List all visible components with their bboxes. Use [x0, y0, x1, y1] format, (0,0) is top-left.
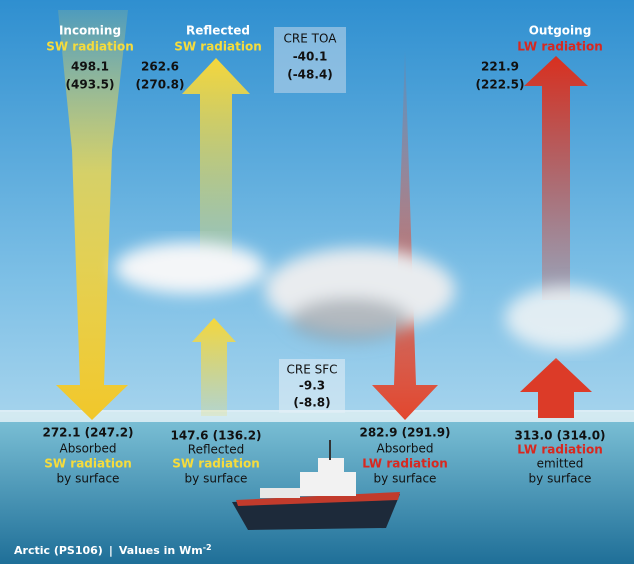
surface-value: 272.1 (247.2) [42, 426, 133, 440]
surface-line: LW radiation [517, 443, 603, 457]
cre-toa-title: CRE TOA [284, 32, 338, 46]
surface-line: by surface [185, 472, 248, 486]
footer: Arctic (PS106) | Values in Wm-2 [14, 543, 212, 558]
cre-toa-alt-value: (-48.4) [287, 68, 333, 82]
label-subtitle: SW radiation [174, 40, 262, 54]
ice-edge [0, 410, 634, 422]
label-title: Reflected [186, 24, 250, 38]
footer-site: Arctic (PS106) [14, 544, 103, 557]
footer-units-exponent: -2 [203, 543, 212, 552]
surface-value: 282.9 (291.9) [359, 426, 450, 440]
surface-line: emitted [537, 457, 584, 471]
incoming-sw-arrow [56, 10, 128, 420]
footer-units: Values in Wm [119, 544, 203, 557]
label-value: 262.6 [141, 60, 179, 74]
surface-line: by surface [374, 472, 437, 486]
absorbed-lw-arrow [372, 50, 438, 420]
label-alt-value: (222.5) [476, 78, 525, 92]
cre-sfc-box [279, 359, 345, 413]
clouds [115, 242, 625, 350]
surface-line: by surface [57, 472, 120, 486]
cre-toa-value: -40.1 [293, 50, 328, 64]
reflected-sw-surface-arrow [192, 318, 236, 416]
ship [232, 440, 400, 530]
label-alt-value: (493.5) [66, 78, 115, 92]
surface-value: 313.0 (314.0) [514, 429, 605, 443]
emitted-lw-arrow [520, 358, 592, 418]
cre-toa-box [274, 27, 346, 93]
surface-line: SW radiation [172, 457, 260, 471]
label-value: 498.1 [71, 60, 109, 74]
surface-line: SW radiation [44, 457, 132, 471]
label-alt-value: (270.8) [136, 78, 185, 92]
surface-value: 147.6 (136.2) [170, 429, 261, 443]
label-title: Incoming [59, 24, 121, 38]
label-value: 221.9 [481, 60, 519, 74]
label-subtitle: SW radiation [46, 40, 134, 54]
cre-sfc-value: -9.3 [299, 379, 325, 393]
surface-line: Reflected [188, 443, 244, 457]
surface-line: Absorbed [60, 442, 117, 456]
reflected-sw-arrow [182, 58, 250, 270]
outgoing-lw-arrow [524, 56, 588, 300]
label-title: Outgoing [529, 24, 592, 38]
surface-line: by surface [529, 472, 592, 486]
surface-line: Absorbed [377, 442, 434, 456]
label-subtitle: LW radiation [517, 40, 603, 54]
cre-sfc-title: CRE SFC [286, 363, 337, 377]
cre-sfc-alt-value: (-8.8) [293, 396, 330, 410]
footer-separator: | [109, 544, 113, 557]
surface-line: LW radiation [362, 457, 448, 471]
